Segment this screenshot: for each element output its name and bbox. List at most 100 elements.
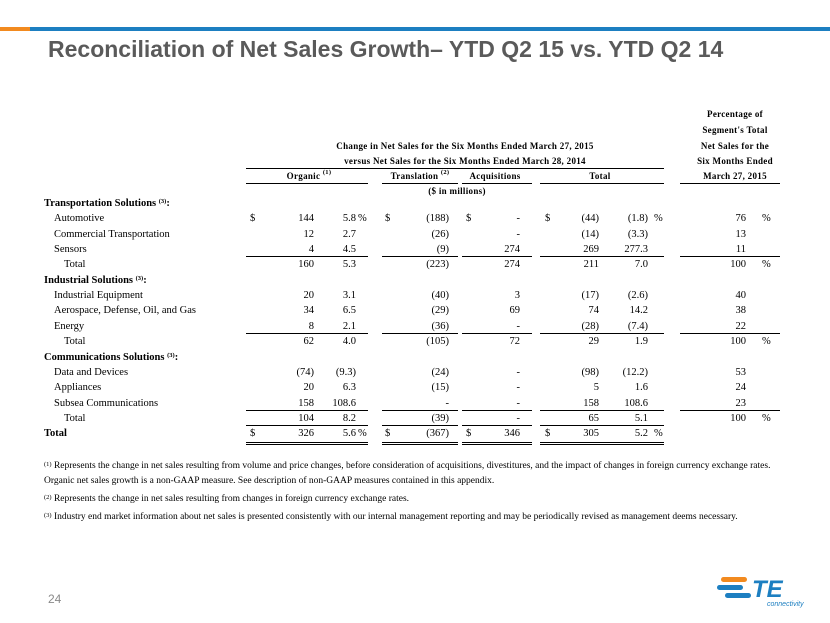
cell-translation-value: (367) [426,428,449,440]
header-rule-pct [680,183,780,184]
subtotal-rule [540,409,664,411]
logo-tagline: connectivity [767,601,804,608]
subtotal-rule [540,333,664,335]
grand-total-rule [540,425,664,427]
cell-acquisitions-value: - [516,397,521,409]
cell-organic-pct: 8.2 [342,412,356,424]
cell-organic-value: 20 [303,382,315,394]
cell-total-value: (44) [581,213,600,225]
cell-organic-pct: 4.5 [342,244,356,256]
cell-acquisitions-dollar: $ [466,428,472,440]
units-label: ($ in millions) [428,186,486,196]
subtotal-rule [462,333,532,335]
cell-acquisitions-value: 69 [509,305,521,317]
cell-segment-pct-sym: % [762,412,771,424]
subtotal-rule [540,256,664,258]
cell-organic-pct: 5.8 [342,213,356,225]
row-label: Transportation Solutions (3): [44,198,170,209]
cell-translation-dollar: $ [385,213,391,225]
header-rule-top [246,168,664,169]
subtotal-row: Total 104 8.2 (39) - 65 5.1 100% [0,411,830,426]
cell-organic-pct: 4.0 [342,336,356,348]
cell-translation-value: (39) [431,412,450,424]
cell-total-pct: (3.3) [627,228,648,240]
pct-header-line1: Percentage of [707,109,763,119]
cell-segment-pct: 40 [735,290,747,302]
te-connectivity-logo: TE connectivity [717,576,804,608]
cell-translation-value: (9) [436,244,449,256]
cell-total-value: (14) [581,228,600,240]
row-label: Sensors [54,244,87,256]
cell-acquisitions-dollar: $ [466,213,472,225]
table-row: Aerospace, Defense, Oil, and Gas 34 6.5 (29… [0,303,830,318]
cell-organic-value: 326 [298,428,314,440]
grand-total-rule [382,441,458,443]
cell-total-pct: 7.0 [634,259,648,271]
cell-total-pct-sym: % [654,213,663,225]
cell-total-value: (17) [581,290,600,302]
page-number: 24 [48,592,62,606]
cell-organic-value: 34 [303,305,315,317]
grand-total-rule [540,443,664,445]
subtotal-rule [246,256,368,258]
grand-total-rule [382,425,458,427]
table-row: Automotive $144 5.8% $ (188) $ - $ (44) (1.8)% 76% [0,211,830,226]
cell-organic-pct: 5.3 [342,259,356,271]
subtotal-rule [382,409,458,411]
cell-organic-pct: 6.5 [342,305,356,317]
subtotal-row: Total 160 5.3 (223) 274 211 7.0 100% [0,257,830,272]
row-label: Subsea Communications [54,397,159,409]
cell-translation-value: (15) [431,382,450,394]
table-row: Sensors 4 4.5 (9) 274 269 277.3 11 [0,242,830,257]
footnote-3: (3) Industry end market information abou… [44,512,738,522]
cell-translation-value: - [445,397,450,409]
cell-segment-pct-sym: % [762,259,771,271]
top-accent-blue [30,27,830,31]
row-label: Total [64,259,86,271]
cell-total-value: 158 [583,397,599,409]
table-row: Energy 8 2.1 (36) - (28) (7.4) 22 [0,319,830,334]
cell-translation-value: (26) [431,228,450,240]
cell-total-value: 211 [583,259,599,271]
cell-total-value: (98) [581,366,600,378]
subtotal-rule [246,333,368,335]
cell-total-pct: (2.6) [627,290,648,302]
table-row: Appliances 20 6.3 (15) - 5 1.6 24 [0,380,830,395]
cell-total-pct: 1.9 [634,336,648,348]
cell-total-value: 65 [588,412,600,424]
cell-organic-pct: 3.1 [342,290,356,302]
cell-segment-pct: 53 [735,366,747,378]
cell-acquisitions-value: - [516,366,521,378]
cell-total-value: 269 [583,244,599,256]
grand-total-rule [246,425,368,427]
cell-acquisitions-value: - [516,320,521,332]
grand-total-rule [246,441,368,443]
cell-segment-pct: 100 [730,336,746,348]
row-label: Total [64,412,86,424]
cell-organic-value: 144 [298,213,314,225]
subtotal-row: Total 62 4.0 (105) 72 29 1.9 100% [0,334,830,349]
cell-acquisitions-value: - [516,213,521,225]
grand-total-row: Total $326 5.6% $ (367) $346 $305 5.2% [0,426,830,441]
cell-segment-pct: 23 [735,397,747,409]
cell-segment-pct-sym: % [762,213,771,225]
cell-total-pct: 277.3 [624,244,648,256]
cell-total-pct-sym: % [654,428,663,440]
cell-segment-pct: 22 [735,320,747,332]
cell-total-value: 74 [588,305,600,317]
pct-header-line3: Net Sales for the [700,141,770,151]
cell-organic-pct-sym: % [358,428,367,440]
cell-translation-value: (40) [431,290,450,302]
cell-organic-dollar: $ [250,428,256,440]
cell-total-value: (28) [581,320,600,332]
slide-title: Reconciliation of Net Sales Growth– YTD … [48,36,724,62]
cell-translation-dollar: $ [385,428,391,440]
cell-acquisitions-value: 3 [514,290,520,302]
cell-acquisitions-value: 346 [504,428,520,440]
subtotal-rule [382,256,458,258]
cell-translation-value: (188) [426,213,449,225]
cell-organic-value: 160 [298,259,314,271]
cell-organic-pct: 2.1 [342,320,356,332]
row-label: Industrial Equipment [54,290,143,302]
cell-segment-pct: 24 [735,382,747,394]
